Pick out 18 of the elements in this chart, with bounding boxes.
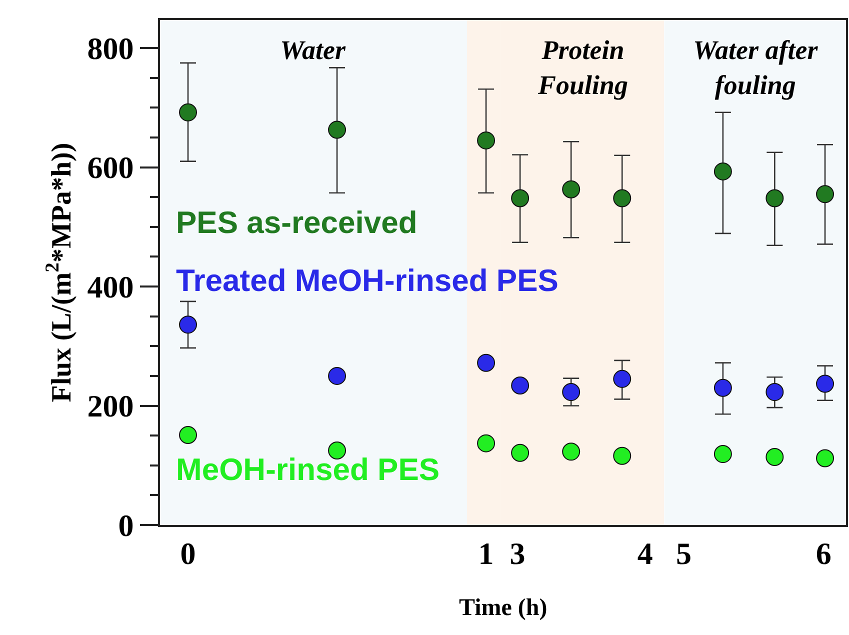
x-tick-label: 6: [816, 536, 832, 572]
band-label: Protein Fouling: [537, 35, 628, 100]
x-tick-label: 4: [637, 536, 653, 572]
y-tick-label: 800: [87, 30, 134, 66]
x-tick-label: 0: [180, 536, 196, 572]
text: PES as-received: [176, 205, 418, 240]
y-tick-label: 200: [87, 388, 134, 424]
band-label: Water after fouling: [693, 35, 818, 100]
y-tick-label: 600: [87, 150, 134, 186]
x-tick-label: 1: [478, 536, 494, 572]
series-label: Treated MeOH-rinsed PES: [176, 263, 558, 298]
x-tick-label: 3: [510, 536, 526, 572]
y-tick-label: 0: [118, 508, 134, 543]
y-tick-label: 400: [87, 269, 134, 304]
x-tick-label: 5: [676, 536, 692, 572]
series-label: MeOH-rinsed PES: [176, 452, 440, 487]
band-label: Water: [280, 35, 346, 65]
x-axis-title: Time (h): [459, 595, 548, 621]
